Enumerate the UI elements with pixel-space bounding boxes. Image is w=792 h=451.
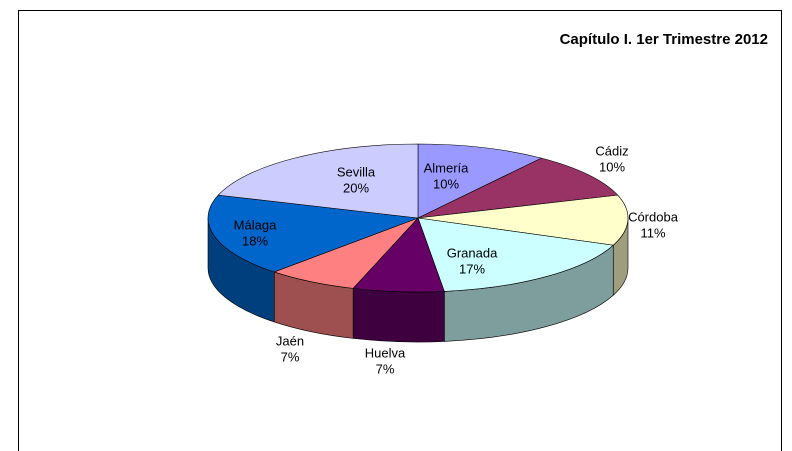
chart-title: Capítulo I. 1er Trimestre 2012 [560, 31, 768, 48]
pie-slice [417, 157, 619, 219]
slice-label: Málaga [234, 217, 277, 232]
slice-value-label: 10% [433, 176, 459, 191]
pie-slice-side [352, 288, 445, 343]
slice-value-label: 7% [281, 349, 300, 364]
slice-label: Granada [447, 245, 498, 260]
slice-label: Sevilla [337, 164, 376, 179]
pie-slice [417, 194, 629, 246]
slice-value-label: 7% [376, 361, 395, 376]
slice-label: Jaén [276, 333, 304, 348]
pie-slice [207, 194, 419, 273]
pie-slice [417, 217, 614, 292]
pie-slice [417, 143, 543, 219]
slice-label: Almería [424, 160, 470, 175]
slice-value-label: 10% [599, 159, 625, 174]
slice-label: Huelva [365, 345, 406, 360]
slice-label: Córdoba [628, 209, 679, 224]
slice-value-label: 20% [343, 180, 369, 195]
slice-value-label: 18% [242, 233, 268, 248]
slice-value-label: 17% [459, 261, 485, 276]
pie-slice [217, 143, 419, 219]
slice-value-label: 11% [640, 225, 665, 240]
slice-label: Cádiz [595, 143, 628, 158]
